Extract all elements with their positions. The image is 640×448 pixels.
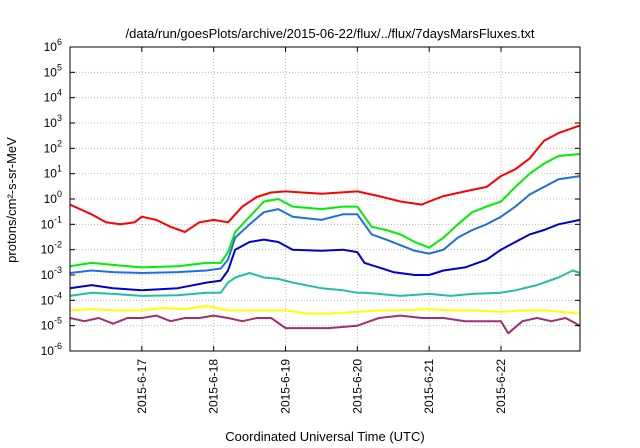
y-tick-label: 10-5 (41, 316, 62, 333)
x-tick-label: 2015-6-19 (278, 359, 292, 414)
x-tick-label: 2015-6-17 (135, 359, 149, 414)
series-line-1 (69, 124, 581, 233)
y-ticks: 10-6 10-5 10-4 10-3 10-2 10-1 100 101 102 103 104 1… (41, 37, 580, 358)
x-tick-label: 2015-6-21 (422, 359, 436, 414)
series-line-4 (69, 218, 581, 292)
series-line-5 (69, 269, 581, 297)
y-tick-label: 10-6 (41, 341, 62, 358)
y-tick-label: 106 (44, 37, 62, 54)
y-tick-label: 102 (44, 138, 62, 155)
y-axis-label: protons/cm²-s-sr-MeV (4, 137, 19, 263)
y-tick-label: 10-3 (41, 265, 62, 282)
series-line-6 (69, 305, 581, 315)
y-tick-label: 10-2 (41, 240, 62, 257)
y-tick-label: 10-1 (41, 214, 62, 231)
y-tick-label: 100 (44, 189, 62, 206)
series-line-7 (69, 314, 581, 335)
x-tick-label: 2015-6-22 (494, 359, 508, 414)
series-lines (69, 124, 581, 335)
y-tick-label: 101 (44, 164, 62, 181)
series-line-2 (69, 153, 581, 269)
y-tick-label: 104 (44, 88, 62, 105)
x-ticks: 2015-6-17 2015-6-18 2015-6-19 2015-6-20 2015… (135, 47, 508, 414)
x-tick-label: 2015-6-18 (207, 359, 221, 414)
chart-title: /data/run/goesPlots/archive/2015-06-22/f… (126, 26, 535, 41)
y-tick-label: 105 (44, 62, 62, 79)
x-axis-label: Coordinated Universal Time (UTC) (225, 429, 424, 444)
y-tick-label: 10-4 (41, 290, 62, 307)
y-tick-label: 103 (44, 113, 62, 130)
series-line-3 (69, 175, 581, 274)
x-tick-label: 2015-6-20 (350, 359, 364, 414)
